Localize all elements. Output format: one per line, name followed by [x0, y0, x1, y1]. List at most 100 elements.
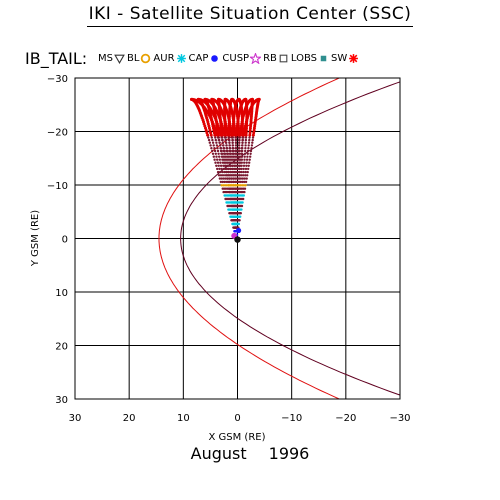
trajectory-point — [209, 131, 213, 135]
trajectory-point — [245, 164, 248, 167]
trajectory-point — [232, 184, 235, 187]
x-tick-label: −10 — [281, 413, 302, 424]
trajectory-point — [244, 149, 247, 153]
trajectory-point — [223, 158, 227, 161]
trajectory-point — [231, 138, 234, 142]
trajectory-point — [227, 164, 230, 167]
trajectory-point — [214, 136, 217, 139]
trajectory-point — [239, 155, 243, 158]
trajectory-point — [227, 124, 231, 128]
trajectory-point — [221, 170, 224, 174]
trajectory-point — [227, 170, 230, 174]
trajectory-point — [227, 131, 231, 135]
trajectory-point — [248, 138, 251, 142]
trajectory-point — [190, 97, 193, 101]
trajectory-point — [231, 149, 234, 153]
trajectory-point — [251, 138, 254, 142]
trajectory-point — [236, 161, 239, 164]
trajectory-point — [237, 187, 240, 190]
trajectory-point — [247, 144, 250, 147]
trajectory-point — [218, 144, 222, 147]
trajectory-point — [225, 147, 228, 150]
trajectory-point — [237, 222, 241, 226]
trajectory-point — [236, 201, 239, 204]
trajectory-point — [215, 141, 218, 144]
trajectory-point — [212, 155, 215, 158]
trajectory-point — [221, 174, 225, 177]
square-filled-icon — [320, 55, 327, 62]
trajectory-point — [223, 184, 227, 187]
trajectory-point — [228, 141, 231, 144]
trajectory-point — [224, 177, 227, 180]
trajectory-point — [218, 155, 221, 158]
trajectory-point — [223, 174, 227, 177]
trajectory-point — [208, 128, 212, 132]
trajectory-point — [237, 184, 240, 187]
trajectory-point — [231, 158, 234, 161]
trajectory-point — [238, 131, 242, 135]
trajectory-point — [205, 131, 209, 135]
trajectory-point — [236, 158, 240, 161]
page-title: IKI - Satellite Situation Center (SSC) — [0, 4, 500, 27]
trajectory-point — [232, 177, 235, 180]
trajectory-point — [225, 144, 228, 147]
trajectory-point — [236, 215, 239, 218]
trajectory-point — [219, 180, 222, 184]
trajectory-point — [219, 161, 222, 164]
trajectory-point — [221, 158, 224, 161]
x-tick-label: −20 — [335, 413, 356, 424]
x-axis-label: X GSM (RE) — [208, 432, 265, 443]
trajectory-point — [208, 141, 211, 144]
trajectory-point — [228, 138, 231, 142]
trajectory-point — [214, 152, 217, 155]
trajectory-point — [230, 97, 234, 101]
trajectory-point — [248, 158, 251, 161]
trajectory-point — [238, 174, 241, 177]
x-tick-label: 10 — [177, 413, 190, 424]
trajectory-point — [216, 161, 220, 164]
trajectory-point — [231, 141, 234, 144]
trajectory-point — [251, 133, 255, 137]
trajectory-point — [221, 161, 225, 164]
trajectory-point — [247, 141, 251, 144]
trajectory-point — [235, 136, 238, 139]
trajectory-point — [238, 133, 242, 137]
trajectory-point — [228, 136, 231, 139]
trajectory-point — [231, 164, 235, 167]
trajectory-point — [228, 144, 231, 147]
trajectory-point — [211, 152, 215, 155]
trajectory-point — [234, 184, 237, 187]
trajectory-point — [209, 133, 213, 137]
trajectory-point — [230, 177, 233, 180]
trajectory-point — [220, 128, 223, 132]
trajectory-point — [231, 155, 234, 158]
trajectory-point — [227, 167, 230, 171]
trajectory-point — [224, 136, 227, 139]
trajectory-point — [237, 190, 240, 194]
trajectory-point — [241, 184, 244, 187]
trajectory-point — [234, 147, 237, 150]
y-tick-labels: −30 −20 −10 0 10 20 30 — [47, 74, 68, 406]
trajectory-point — [240, 170, 243, 174]
trajectory-point — [237, 152, 240, 155]
trajectory-point — [236, 204, 239, 208]
trajectory-point — [242, 136, 245, 139]
trajectory-point — [246, 174, 249, 177]
trajectory-point — [216, 170, 220, 174]
trajectory — [190, 97, 261, 243]
trajectory-point — [234, 155, 237, 158]
triangle-down-icon — [114, 54, 125, 64]
trajectory-point — [226, 155, 229, 158]
trajectory-point — [242, 197, 245, 201]
trajectory-point — [212, 131, 216, 135]
trajectory-point — [225, 174, 229, 177]
legend-label: SW — [331, 53, 348, 64]
trajectory-point — [231, 144, 234, 147]
legend-label: RB — [263, 53, 277, 64]
trajectory-point — [210, 97, 214, 101]
trajectory-point — [244, 136, 248, 139]
trajectory-point — [250, 144, 254, 147]
legend-item-ms: MS — [98, 53, 125, 64]
trajectory-point — [213, 133, 217, 137]
trajectory-point — [225, 180, 228, 184]
